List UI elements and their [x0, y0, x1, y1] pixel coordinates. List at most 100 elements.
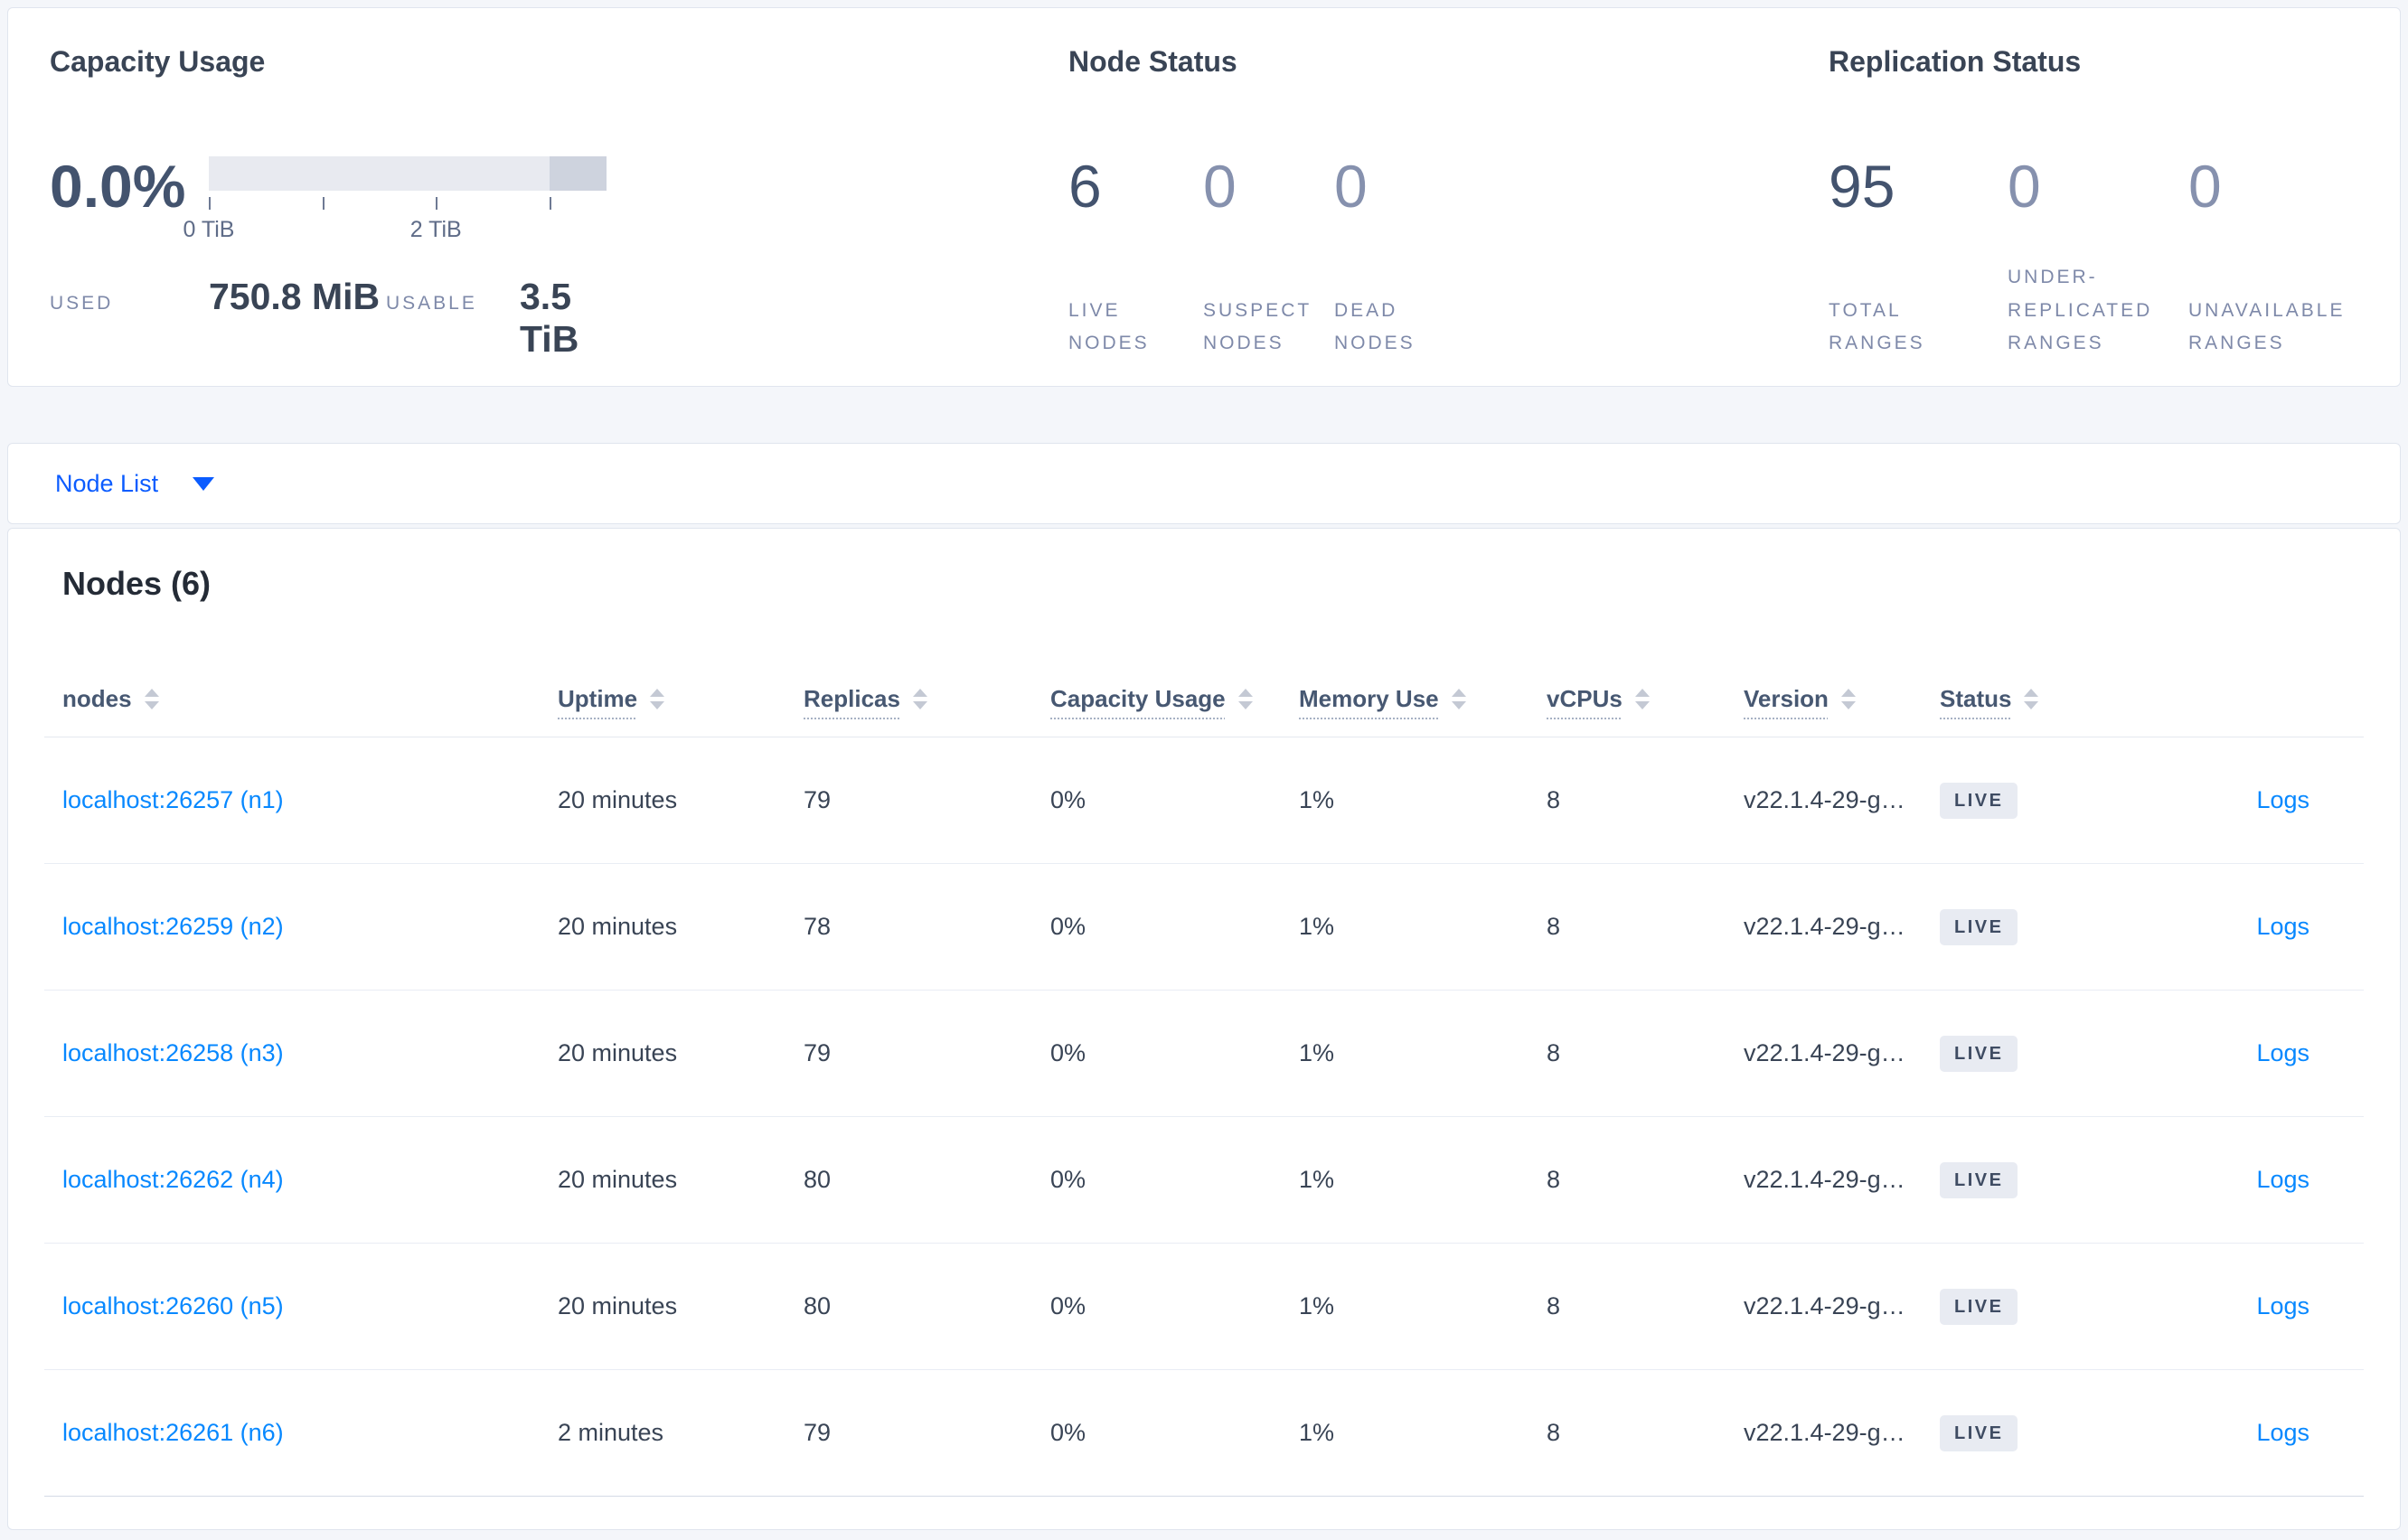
replicas-cell: 79	[804, 1039, 832, 1066]
capacity-axis-tick	[436, 197, 438, 210]
used-label: USED	[50, 293, 114, 314]
capacity-bar-chart: 0 TiB 2 TiB	[183, 156, 607, 244]
sort-icon[interactable]	[1840, 689, 1856, 709]
column-header-status[interactable]: Status	[1922, 685, 2170, 737]
node-status-stat-label: SUSPECT NODES	[1203, 299, 1312, 354]
sort-descending-icon	[1634, 701, 1650, 709]
sort-icon[interactable]	[1237, 689, 1253, 709]
uptime-cell: 20 minutes	[558, 1039, 678, 1066]
sort-descending-icon	[144, 701, 159, 709]
logs-cell: Logs	[2170, 1166, 2364, 1194]
memory-cell: 1%	[1299, 786, 1335, 813]
node-address-link[interactable]: localhost:26257 (n1)	[62, 786, 284, 813]
node-address-link[interactable]: localhost:26260 (n5)	[62, 1292, 284, 1319]
table-row: localhost:26260 (n5) 20 minutes 80 0% 1% 8 v22…	[44, 1244, 2364, 1370]
uptime-cell: 20 minutes	[558, 786, 678, 813]
node-status-cell: LIVE	[1922, 1288, 2170, 1325]
capacity-axis-tick-label: 0 TiB	[183, 217, 235, 242]
sort-descending-icon	[650, 701, 665, 709]
status-badge: LIVE	[1940, 1035, 2018, 1072]
status-badge: LIVE	[1940, 1161, 2018, 1198]
sort-ascending-icon	[1237, 689, 1253, 697]
column-header-vcpus[interactable]: vCPUs	[1529, 685, 1726, 737]
chevron-down-icon	[193, 476, 215, 491]
node-address-cell: localhost:26262 (n4)	[44, 1166, 540, 1194]
sort-ascending-icon	[1451, 689, 1466, 697]
logs-cell: Logs	[2170, 1419, 2364, 1447]
logs-link[interactable]: Logs	[2256, 1292, 2309, 1319]
capacity-axis-tick	[550, 197, 552, 210]
sort-icon[interactable]	[1451, 689, 1466, 709]
node-list-selector-panel: Node List	[7, 443, 2401, 524]
node-status-stats: 6 LIVE NODES 0 SUSPECT NODES 0 DEAD NODES	[1068, 156, 1701, 361]
capacity-cell: 0%	[1050, 1292, 1086, 1319]
nodes-table-panel: Nodes (6) nodes Uptime Replicas Capacity Us…	[7, 528, 2401, 1530]
column-header-capacity[interactable]: Capacity Usage	[1032, 685, 1281, 737]
replication-stat: 0 UNDER-REPLICATED RANGES	[2008, 156, 2188, 361]
logs-link[interactable]: Logs	[2256, 1039, 2309, 1066]
capacity-cell: 0%	[1050, 913, 1086, 940]
version-cell: v22.1.4-29-g…	[1744, 1292, 1905, 1319]
sort-icon[interactable]	[650, 689, 665, 709]
memory-cell: 1%	[1299, 1292, 1335, 1319]
uptime-cell: 2 minutes	[558, 1419, 664, 1446]
logs-link[interactable]: Logs	[2256, 786, 2309, 813]
logs-link[interactable]: Logs	[2256, 1166, 2309, 1193]
node-address-link[interactable]: localhost:26259 (n2)	[62, 913, 284, 940]
capacity-usage-section: Capacity Usage 0.0% 0 TiB 2 TiB USED 750.…	[50, 42, 628, 361]
node-status-cell: LIVE	[1922, 1035, 2170, 1072]
uptime-cell: 20 minutes	[558, 1166, 678, 1193]
node-status-cell: LIVE	[1922, 1161, 2170, 1198]
capacity-cell: 0%	[1050, 1166, 1086, 1193]
node-status-stat-value: 0	[1334, 153, 1368, 220]
sort-ascending-icon	[912, 689, 927, 697]
column-header-address[interactable]: nodes	[44, 685, 540, 737]
usable-label: USABLE	[386, 293, 477, 314]
node-status-stat: 6 LIVE NODES	[1068, 156, 1203, 361]
node-address-cell: localhost:26261 (n6)	[44, 1419, 540, 1447]
usable-value: 3.5 TiB	[520, 276, 579, 360]
column-header-logs	[2170, 713, 2364, 737]
column-header-uptime[interactable]: Uptime	[540, 685, 785, 737]
replication-stat-label: UNAVAILABLE RANGES	[2188, 299, 2346, 354]
column-header-replicas[interactable]: Replicas	[785, 685, 1032, 737]
capacity-usage-chart: 0.0% 0 TiB 2 TiB	[50, 156, 628, 244]
column-header-label: Replicas	[804, 685, 900, 712]
sort-icon[interactable]	[2024, 689, 2039, 709]
vcpus-cell: 8	[1547, 1166, 1561, 1193]
node-status-title: Node Status	[1068, 45, 1237, 78]
logs-link[interactable]: Logs	[2256, 1419, 2309, 1446]
node-address-link[interactable]: localhost:26262 (n4)	[62, 1166, 284, 1193]
capacity-bar	[209, 156, 607, 191]
sort-icon[interactable]	[144, 689, 159, 709]
capacity-percent-value: 0.0%	[50, 153, 186, 220]
capacity-cell: 0%	[1050, 786, 1086, 813]
version-cell: v22.1.4-29-g…	[1744, 786, 1905, 813]
sort-descending-icon	[2024, 701, 2039, 709]
sort-icon[interactable]	[912, 689, 927, 709]
node-list-dropdown[interactable]: Node List	[55, 470, 215, 498]
column-header-label: Capacity Usage	[1050, 685, 1226, 712]
logs-cell: Logs	[2170, 913, 2364, 941]
node-address-link[interactable]: localhost:26261 (n6)	[62, 1419, 284, 1446]
sort-icon[interactable]	[1634, 689, 1650, 709]
node-status-cell: LIVE	[1922, 1414, 2170, 1451]
uptime-cell: 20 minutes	[558, 913, 678, 940]
replication-status-section: Replication Status 95 TOTAL RANGES 0 UNDER-…	[1829, 42, 2389, 361]
node-address-cell: localhost:26257 (n1)	[44, 786, 540, 814]
status-badge: LIVE	[1940, 908, 2018, 945]
logs-cell: Logs	[2170, 786, 2364, 814]
sort-ascending-icon	[1634, 689, 1650, 697]
column-header-version[interactable]: Version	[1726, 685, 1922, 737]
logs-link[interactable]: Logs	[2256, 913, 2309, 940]
column-header-memory[interactable]: Memory Use	[1281, 685, 1529, 737]
memory-cell: 1%	[1299, 1419, 1335, 1446]
capacity-axis-tick-label: 2 TiB	[409, 217, 462, 242]
status-badge: LIVE	[1940, 782, 2018, 819]
version-cell: v22.1.4-29-g…	[1744, 913, 1905, 940]
node-address-link[interactable]: localhost:26258 (n3)	[62, 1039, 284, 1066]
capacity-cell: 0%	[1050, 1039, 1086, 1066]
node-status-stat: 0 SUSPECT NODES	[1203, 156, 1334, 361]
nodes-table-header-row: nodes Uptime Replicas Capacity Usage Memory …	[44, 619, 2364, 737]
column-header-label: Version	[1744, 685, 1829, 712]
